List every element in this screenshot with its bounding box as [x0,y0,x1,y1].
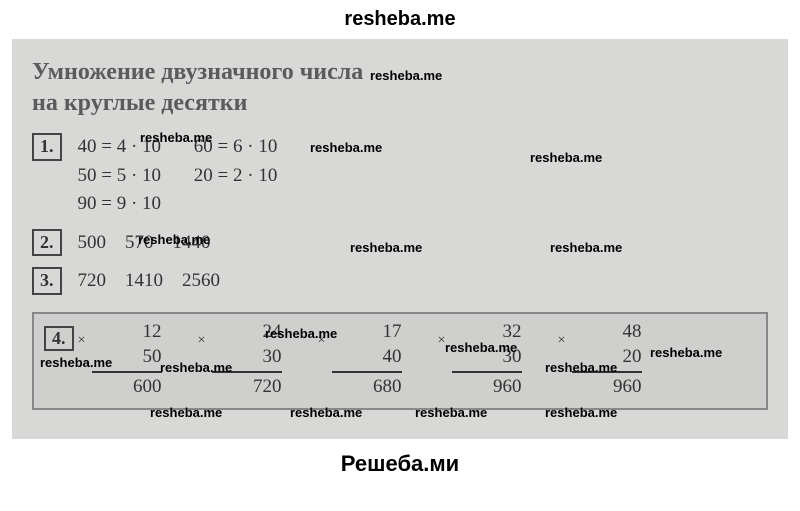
problem-3: 3. 720 1410 2560 [32,267,768,296]
page-title: Умножение двузначного числа на круглые д… [32,57,768,119]
problem-4-box: 4. × 12 50 600 × 24 30 720 × 17 40 680 × [32,312,768,410]
equation: 60 = 6 · 10 [194,136,278,157]
product: 680 [332,373,402,400]
multiplicand: 24 [212,320,282,345]
mult-column: × 12 50 600 [92,320,162,400]
page-content: Умножение двузначного числа на круглые д… [12,39,788,439]
mult-column: × 24 30 720 [212,320,282,400]
mult-column: × 48 20 960 [572,320,642,400]
mult-sign: × [318,332,326,350]
problem-1: 1. 40 = 4 · 10 50 = 5 · 10 90 = 9 · 10 6… [32,133,768,219]
multiplication-row: × 12 50 600 × 24 30 720 × 17 40 680 × 32… [92,320,757,400]
multiplicand: 48 [572,320,642,345]
mult-sign: × [78,332,86,350]
problem-content: 720 1410 2560 [78,267,221,296]
mult-sign: × [198,332,206,350]
problem-number: 1. [32,133,62,160]
mult-column: × 17 40 680 [332,320,402,400]
footer-watermark: Решеба.ми [0,439,800,477]
problem-number: 2. [32,229,62,256]
multiplier: 20 [572,345,642,374]
mult-sign: × [438,332,446,350]
multiplier: 30 [212,345,282,374]
problem-content: 40 = 4 · 10 50 = 5 · 10 90 = 9 · 10 60 =… [78,133,306,219]
equation: 20 = 2 · 10 [194,165,278,186]
title-line2: на круглые десятки [32,90,247,116]
equation: 40 = 4 · 10 [78,136,162,157]
problem-content: 500 570 1440 [78,229,211,258]
multiplier: 30 [452,345,522,374]
problem-number: 3. [32,267,62,294]
equation: 50 = 5 · 10 [78,165,162,186]
product: 960 [452,373,522,400]
mult-sign: × [558,332,566,350]
problem-2: 2. 500 570 1440 [32,229,768,258]
multiplicand: 32 [452,320,522,345]
values: 500 570 1440 [78,232,211,253]
values: 720 1410 2560 [78,270,221,291]
mult-column: × 32 30 960 [452,320,522,400]
header-watermark: resheba.me [0,0,800,39]
product: 720 [212,373,282,400]
product: 960 [572,373,642,400]
product: 600 [92,373,162,400]
problem-number: 4. [44,326,74,351]
multiplicand: 17 [332,320,402,345]
title-line1: Умножение двузначного числа [32,59,363,85]
multiplier: 50 [92,345,162,374]
equation: 90 = 9 · 10 [78,193,162,214]
multiplicand: 12 [92,320,162,345]
multiplier: 40 [332,345,402,374]
